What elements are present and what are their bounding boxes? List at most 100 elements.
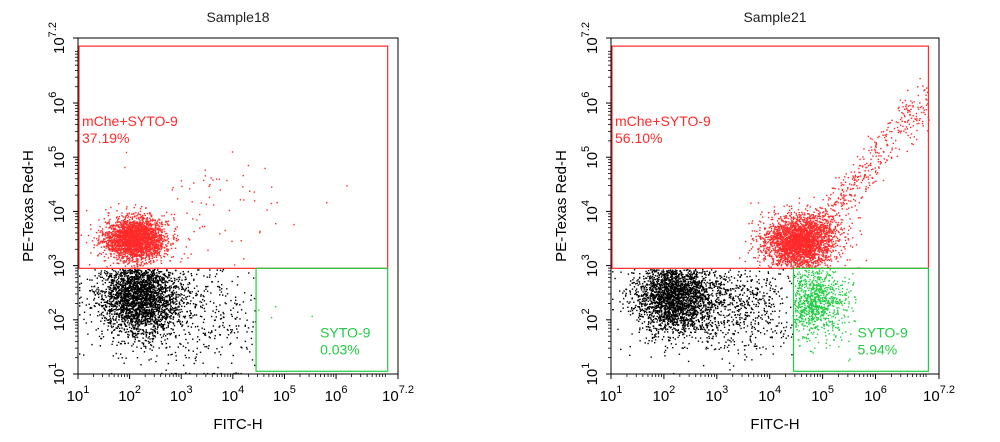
data-point: [128, 326, 131, 329]
data-point: [120, 310, 122, 313]
data-point: [135, 334, 137, 336]
data-point: [150, 278, 152, 280]
data-point: [165, 308, 167, 310]
data-point: [144, 243, 146, 245]
data-point: [135, 327, 138, 330]
data-point: [156, 224, 158, 227]
data-point: [131, 225, 133, 227]
data-point: [85, 241, 88, 244]
data-point: [80, 296, 82, 298]
data-point: [117, 297, 119, 299]
data-point: [112, 293, 114, 296]
data-point: [163, 236, 166, 238]
data-point: [130, 234, 132, 236]
data-point: [169, 311, 172, 313]
data-point: [109, 312, 111, 314]
data-point: [165, 303, 168, 305]
data-point: [161, 247, 163, 250]
data-point: [113, 248, 115, 251]
data-point: [112, 325, 114, 328]
data-point: [139, 242, 141, 245]
data-point: [164, 321, 166, 323]
data-point: [152, 299, 155, 301]
data-point: [106, 242, 108, 244]
data-point: [110, 301, 112, 303]
data-point: [154, 331, 157, 334]
data-point: [108, 322, 110, 324]
data-point: [170, 247, 173, 250]
data-point: [165, 288, 168, 290]
data-point: [136, 269, 138, 271]
data-point: [163, 301, 165, 304]
data-point: [80, 282, 83, 284]
data-point: [126, 212, 128, 215]
data-point: [121, 212, 123, 214]
data-point: [105, 226, 107, 228]
data-point: [140, 288, 143, 291]
data-point: [130, 280, 132, 282]
data-point: [118, 293, 120, 296]
data-point: [160, 235, 162, 237]
data-point: [115, 217, 118, 219]
data-point: [135, 275, 137, 277]
data-point: [129, 303, 131, 305]
data-point: [130, 227, 132, 229]
data-point: [156, 222, 158, 224]
data-point: [151, 220, 153, 222]
data-point: [136, 333, 139, 335]
data-point: [144, 284, 146, 286]
data-point: [174, 287, 177, 289]
data-point: [161, 293, 163, 295]
data-point: [151, 291, 154, 293]
data-point: [156, 235, 159, 238]
data-point: [127, 252, 129, 255]
data-point: [145, 256, 147, 258]
data-point: [108, 274, 111, 277]
data-point: [161, 286, 163, 288]
data-point: [127, 229, 130, 231]
data-point: [156, 274, 158, 277]
data-point: [146, 311, 148, 313]
data-point: [137, 282, 139, 284]
data-point: [141, 321, 143, 323]
data-point: [134, 242, 136, 244]
data-point: [150, 285, 153, 288]
data-point: [132, 232, 134, 234]
data-point: [141, 307, 143, 309]
data-point: [131, 217, 133, 220]
data-point: [139, 255, 141, 257]
data-point: [132, 320, 134, 322]
data-point: [121, 320, 124, 323]
data-point: [122, 280, 124, 282]
data-point: [137, 289, 139, 291]
data-point: [137, 301, 140, 304]
data-point: [139, 283, 141, 285]
data-point: [144, 235, 147, 237]
data-point: [143, 285, 145, 287]
data-point: [143, 300, 145, 302]
data-point: [172, 283, 174, 285]
data-point: [115, 303, 117, 305]
data-point: [161, 276, 163, 278]
data-point: [147, 340, 150, 343]
data-point: [164, 313, 166, 316]
data-point: [115, 284, 117, 286]
data-point: [154, 279, 157, 281]
data-point: [104, 240, 107, 243]
data-point: [141, 216, 143, 218]
data-point: [132, 242, 134, 245]
data-point: [153, 297, 156, 299]
data-point: [104, 319, 106, 322]
data-point: [113, 250, 115, 252]
data-point: [121, 225, 123, 228]
data-point: [163, 215, 165, 217]
data-point: [110, 226, 112, 228]
data-point: [160, 246, 162, 248]
data-point: [120, 226, 122, 228]
data-point: [128, 324, 130, 326]
data-point: [126, 238, 128, 241]
data-point: [134, 310, 137, 312]
data-point: [139, 250, 142, 253]
data-point: [120, 251, 122, 254]
data-point: [149, 248, 151, 250]
